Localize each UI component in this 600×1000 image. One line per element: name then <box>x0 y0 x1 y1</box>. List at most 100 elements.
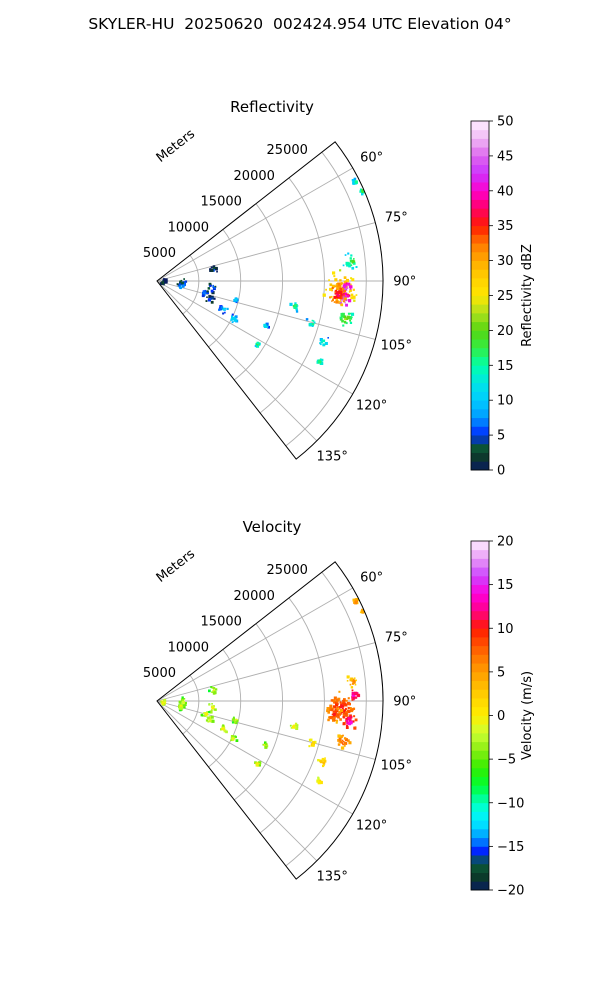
colorbar-segment <box>471 654 489 664</box>
range-ring <box>259 597 325 834</box>
echo-gate <box>224 309 226 311</box>
echo-gate <box>345 288 348 291</box>
echo-gate <box>313 740 317 744</box>
colorbar-segment <box>471 408 489 419</box>
echo-gate <box>161 702 165 705</box>
echo-gate <box>223 729 227 733</box>
echo-gate <box>256 341 259 345</box>
echo-gate <box>349 683 352 686</box>
echo-gate <box>327 711 330 714</box>
colorbar-tick-label: 15 <box>497 578 514 593</box>
echo-gate <box>322 293 326 297</box>
colorbar-label: Velocity (m/s) <box>520 671 535 760</box>
echo-gate <box>338 286 342 290</box>
echo-gate <box>353 258 355 260</box>
echo-gate <box>343 283 346 286</box>
echo-gate <box>308 745 311 748</box>
echo-gate <box>338 290 341 293</box>
azimuth-gridline <box>156 222 376 282</box>
echo-gate <box>353 726 357 730</box>
echo-gate <box>349 721 353 725</box>
echo-gate <box>333 275 336 278</box>
echo-gate <box>234 315 238 319</box>
colorbar-segment <box>471 182 489 192</box>
colorbar-segment <box>471 584 489 594</box>
colorbar-segment <box>471 347 489 357</box>
colorbar-segment <box>471 872 489 882</box>
echo-gate <box>342 714 345 717</box>
range-ring <box>234 203 283 381</box>
colorbar-segment <box>471 321 489 331</box>
echo-gate <box>353 262 356 265</box>
echo-gate <box>328 279 330 281</box>
colorbar-segment <box>471 269 489 279</box>
radar-echoes <box>160 598 366 785</box>
echo-gate <box>337 738 341 742</box>
echo-gate <box>235 297 238 300</box>
echo-gate <box>208 689 211 693</box>
colorbar-segment <box>471 260 489 270</box>
colorbar-segment <box>471 881 489 891</box>
echo-gate <box>320 343 322 346</box>
echo-gate <box>210 266 213 269</box>
figure-title: SKYLER-HU 20250620 002424.954 UTC Elevat… <box>88 15 512 33</box>
echo-cluster <box>289 722 299 730</box>
echo-gate <box>207 716 210 720</box>
echo-gate <box>321 757 324 761</box>
colorbar-segment <box>471 216 489 227</box>
echo-gate <box>342 324 345 327</box>
echo-gate <box>344 301 346 304</box>
echo-gate <box>164 278 168 282</box>
echo-cluster <box>178 703 186 712</box>
echo-gate <box>215 266 218 270</box>
echo-gate <box>344 714 348 717</box>
echo-gate <box>319 358 322 361</box>
echo-gate <box>212 690 215 692</box>
echo-gate <box>179 704 183 708</box>
echo-gate <box>347 293 349 295</box>
velocity-panel: Velocity 60° 75° 90° 105° 120° 135° 5000 10000 15… <box>143 518 535 899</box>
colorbar-segment <box>471 278 489 288</box>
echo-gate <box>344 321 347 324</box>
echo-gate <box>331 287 334 290</box>
range-axis-label: Meters <box>154 547 198 586</box>
echo-gate <box>203 291 206 295</box>
echo-gate <box>293 306 297 309</box>
echo-cluster <box>208 703 217 714</box>
echo-gate <box>350 708 354 712</box>
echo-gate <box>305 318 309 321</box>
echo-gate <box>334 278 337 282</box>
colorbar-tick-label: 35 <box>497 219 514 234</box>
colorbar-segment <box>471 173 489 183</box>
echo-gate <box>354 180 358 184</box>
echo-gate <box>343 712 347 716</box>
colorbar-segment <box>471 619 489 629</box>
echo-gate <box>294 302 297 305</box>
colorbar-segment <box>471 645 489 655</box>
range-tick-label: 20000 <box>234 169 275 184</box>
echo-gate <box>348 316 352 320</box>
echo-gate <box>343 288 346 291</box>
echo-gate <box>350 264 353 267</box>
echo-gate <box>335 298 339 301</box>
echo-gate <box>231 313 234 316</box>
echo-gate <box>350 293 354 297</box>
echo-gate <box>206 711 208 713</box>
colorbar-tick-label: 30 <box>497 254 514 269</box>
echo-gate <box>210 686 213 689</box>
colorbar-tick-label: 10 <box>497 622 514 637</box>
echo-gate <box>342 300 345 303</box>
echo-gate <box>349 287 352 290</box>
echo-gate <box>340 303 344 307</box>
echo-gate <box>343 702 347 706</box>
echo-gate <box>336 702 339 705</box>
echo-gate <box>181 284 185 288</box>
azimuth-tick-label: 120° <box>356 398 387 413</box>
echo-gate <box>354 696 358 699</box>
echo-gate <box>333 712 336 716</box>
echo-gate <box>336 287 339 291</box>
colorbar-tick-label: 45 <box>497 149 514 164</box>
echo-gate <box>234 735 237 738</box>
echo-gate <box>350 677 354 681</box>
echo-gate <box>179 281 182 284</box>
